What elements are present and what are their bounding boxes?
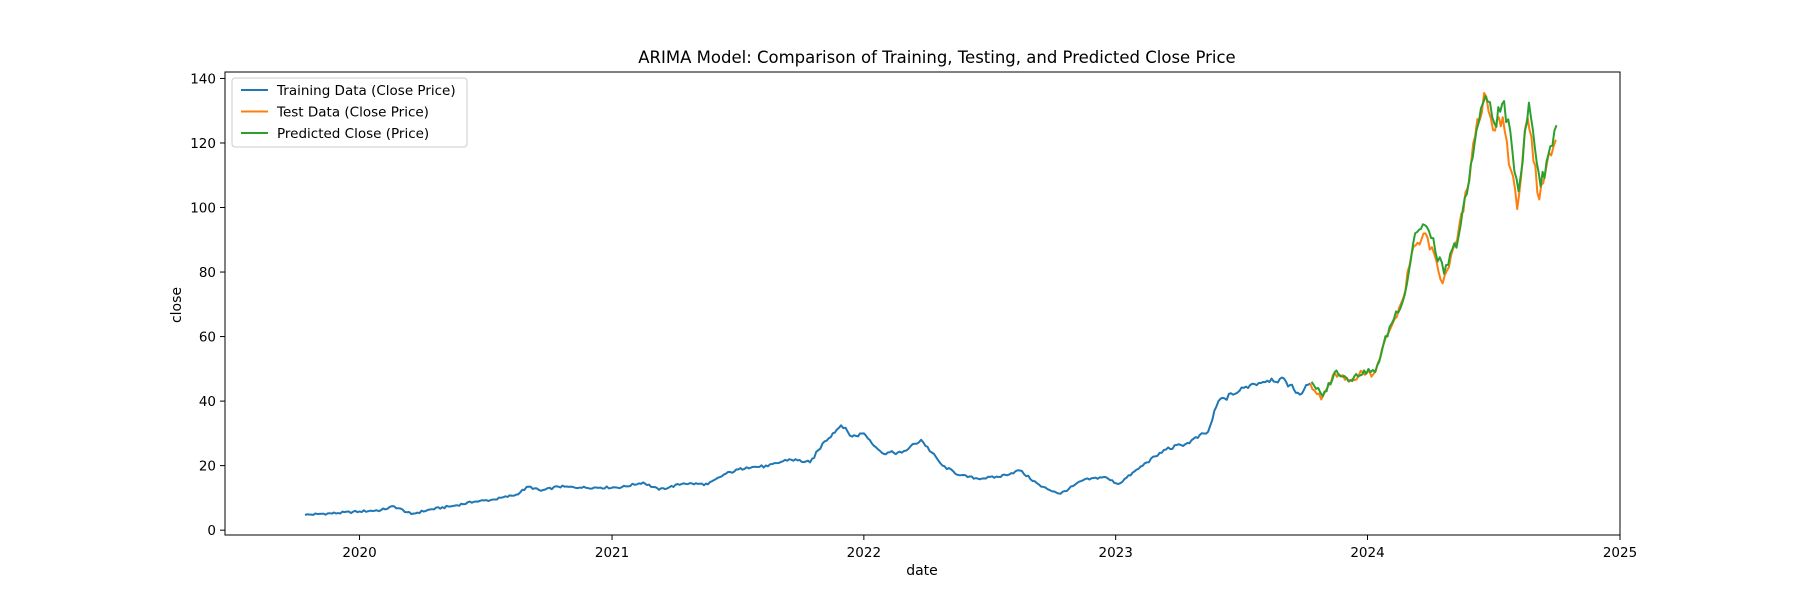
legend: Training Data (Close Price) Test Data (Cl…	[231, 77, 468, 148]
y-tick-label: 40	[199, 394, 216, 410]
series-line-1	[304, 376, 1311, 516]
y-tick-label: 120	[190, 136, 216, 152]
plot-area	[225, 72, 1620, 535]
y-tick-label: 140	[190, 71, 216, 87]
x-tick-label: 2023	[1098, 545, 1132, 561]
legend-label: Training Data (Close Price)	[276, 83, 456, 99]
legend-label: Predicted Close (Price)	[277, 126, 429, 142]
x-tick-label: 2025	[1603, 545, 1637, 561]
legend-label: Test Data (Close Price)	[276, 105, 429, 121]
y-axis: 0 20 40 60 80 100 120 140	[190, 71, 225, 539]
y-axis-label: close	[169, 287, 185, 323]
legend-box	[231, 77, 468, 148]
x-tick-label: 2024	[1350, 545, 1384, 561]
x-tick-label: 2020	[342, 545, 376, 561]
x-tick-label: 2021	[595, 545, 629, 561]
y-tick-label: 20	[199, 459, 216, 475]
y-tick-label: 60	[199, 330, 216, 346]
series-layer	[304, 91, 1558, 516]
x-axis-label: date	[906, 563, 938, 579]
y-tick-label: 100	[190, 201, 216, 217]
x-tick-label: 2022	[847, 545, 881, 561]
plot-frame	[224, 71, 1621, 536]
chart-title: ARIMA Model: Comparison of Training, Tes…	[638, 48, 1235, 67]
y-tick-label: 0	[207, 523, 216, 539]
series-line-3	[1310, 95, 1558, 398]
x-axis: 2020 2021 2022 2023 2024 2025	[342, 535, 1637, 561]
y-tick-label: 80	[199, 265, 216, 281]
